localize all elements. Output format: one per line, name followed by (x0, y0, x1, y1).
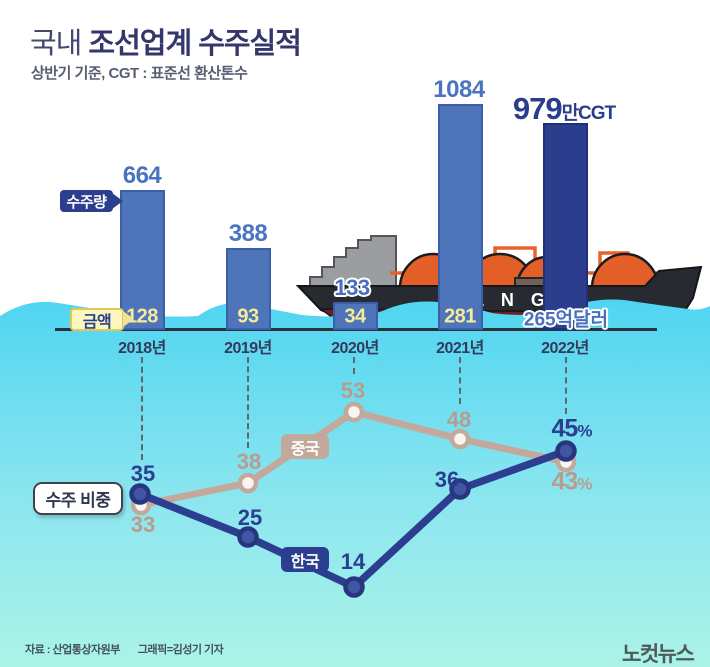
footer-graphic-credit: 그래픽=김성기 기자 (137, 644, 224, 656)
volume-value-2020: 133 (334, 275, 370, 300)
amount-value-2022: 265억달러 (523, 309, 609, 331)
ship-superstructure (309, 235, 397, 290)
year-label-2020: 2020년 (331, 340, 379, 357)
volume-value-2022-unit: 만CGT (561, 103, 617, 124)
page-title-main: 조선업계 수주실적 (88, 28, 301, 60)
footer-source: 자료 : 산업통상자원부 (25, 644, 120, 656)
year-label-2021: 2021년 (436, 340, 484, 357)
amount-badge-label: 금액 (82, 313, 112, 331)
korea-value-2022: 45% (552, 415, 593, 444)
korea-value-2019: 25 (237, 505, 263, 530)
bar-2019 (226, 248, 271, 330)
china-final-number: 43 (551, 467, 579, 496)
korea-series-label: 한국 (290, 553, 320, 571)
china-value-2020: 53 (340, 378, 366, 403)
year-label-2018: 2018년 (118, 340, 166, 357)
year-label-2019: 2019년 (224, 340, 272, 357)
page-title-prefix: 국내 (30, 28, 89, 60)
china-series-badge: 중국 (281, 434, 329, 459)
volume-badge-label: 수주량 (66, 193, 107, 211)
dash-2022 (565, 357, 567, 414)
volume-value-2018: 664 (122, 162, 162, 189)
page-subtitle: 상반기 기준, CGT : 표준선 환산톤수 (31, 65, 248, 82)
amount-value-2021: 281 (444, 305, 476, 328)
dash-2019 (247, 357, 249, 448)
footer-credits: 자료 : 산업통상자원부 그래픽=김성기 기자 (25, 641, 241, 657)
korea-value-2018: 35 (130, 461, 156, 486)
china-value-2019: 38 (236, 449, 262, 474)
korea-value-2021: 36 (434, 467, 460, 492)
water-wave-shape (0, 299, 710, 667)
amount-badge-arrow (123, 311, 134, 327)
bar-2021 (438, 104, 483, 330)
year-label-2022: 2022년 (541, 340, 589, 357)
amount-value-2018: 128 (126, 305, 158, 328)
volume-value-2019: 388 (228, 220, 268, 247)
bar-2020 (333, 302, 378, 330)
china-value-2022: 43% (552, 468, 593, 497)
dash-2018 (141, 357, 143, 460)
korea-value-2020: 14 (340, 549, 366, 574)
ship-lng-text: L N G (473, 290, 551, 310)
korea-final-percent: % (577, 421, 593, 441)
bar-2018 (120, 190, 165, 330)
china-series-label: 중국 (290, 440, 320, 458)
china-points (130, 401, 577, 516)
volume-value-2022: 979만CGT (512, 91, 617, 127)
volume-value-2022-number: 979 (512, 91, 563, 126)
china-final-percent: % (577, 474, 593, 494)
china-value-2018: 33 (130, 512, 156, 537)
dash-2021 (459, 357, 461, 404)
bar-2022 (543, 123, 588, 330)
china-value-2021: 48 (446, 407, 472, 432)
page-title: 국내 조선업계 수주실적 (30, 20, 302, 62)
amount-value-2019: 93 (237, 305, 259, 328)
amount-value-2020: 34 (344, 305, 366, 328)
china-line (137, 408, 570, 509)
korea-points (129, 440, 577, 598)
nocut-news-logo: 노컷뉴스 (622, 643, 695, 666)
amount-badge: 금액 (70, 308, 124, 331)
dash-2020 (353, 357, 355, 374)
share-section-label-text: 수주 비중 (45, 491, 111, 510)
volume-badge: 수주량 (60, 190, 113, 212)
share-section-label: 수주 비중 (33, 482, 123, 515)
water-background (0, 299, 710, 667)
korea-final-number: 45 (551, 414, 579, 443)
volume-badge-arrow (112, 193, 123, 209)
volume-value-2021: 1084 (433, 76, 485, 103)
korea-series-badge: 한국 (281, 547, 329, 572)
